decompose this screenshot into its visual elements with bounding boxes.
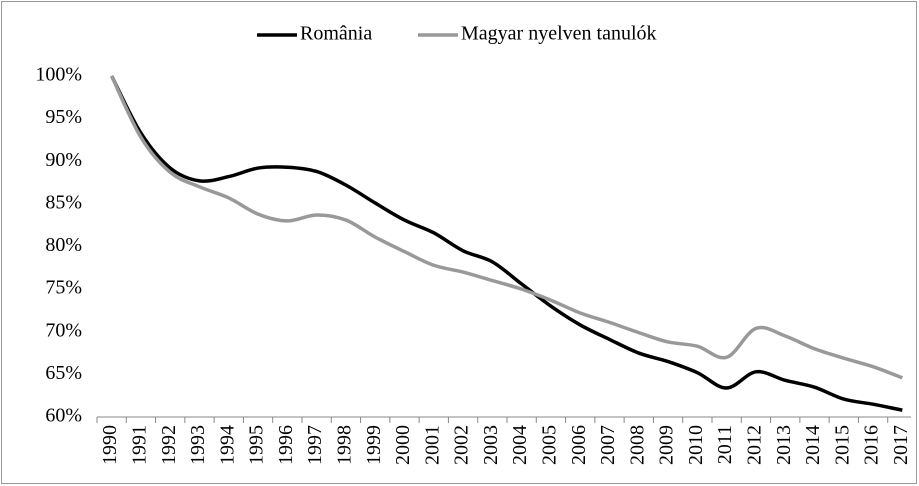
y-tick-label: 65% [45, 362, 82, 384]
x-tick-label: 1996 [275, 425, 297, 465]
x-tick-label: 1997 [304, 425, 326, 465]
x-tick-label: 2003 [480, 425, 502, 465]
y-tick-label: 60% [45, 405, 82, 427]
x-tick-label: 1993 [187, 425, 209, 465]
legend-label: Magyar nyelven tanulók [461, 23, 657, 45]
x-tick-label: 2011 [714, 425, 736, 464]
legend-label: România [300, 23, 372, 45]
x-tick-label: 2017 [890, 425, 912, 465]
x-tick-label: 2001 [421, 425, 443, 465]
x-tick-label: 1992 [158, 425, 180, 465]
y-tick-label: 80% [45, 234, 82, 256]
x-tick-label: 2015 [831, 425, 853, 465]
x-tick-label: 1994 [216, 425, 238, 465]
x-tick-label: 1991 [129, 425, 151, 465]
x-tick-label: 2007 [597, 425, 619, 465]
y-tick-label: 70% [45, 319, 82, 341]
x-tick-label: 1999 [363, 425, 385, 465]
x-tick-label: 2016 [861, 425, 883, 465]
x-tick-label: 1998 [334, 425, 356, 465]
y-tick-label: 85% [45, 191, 82, 213]
x-tick-label: 1990 [99, 425, 121, 465]
x-tick-label: 2004 [509, 425, 531, 465]
x-tick-label: 2000 [392, 425, 414, 465]
series-line [110, 75, 903, 380]
x-tick-label: 2010 [685, 425, 707, 465]
x-tick-label: 2005 [539, 425, 561, 465]
y-tick-label: 90% [45, 149, 82, 171]
y-tick-label: 100% [35, 64, 82, 86]
x-tick-label: 2006 [568, 425, 590, 465]
x-tick-label: 2002 [451, 425, 473, 465]
series-line [110, 75, 903, 412]
y-tick-label: 75% [45, 277, 82, 299]
x-tick-label: 2014 [802, 425, 824, 465]
y-tick-label: 95% [45, 106, 82, 128]
x-tick-label: 1995 [246, 425, 268, 465]
x-tick-label: 2009 [656, 425, 678, 465]
x-tick-label: 2008 [626, 425, 648, 465]
x-tick-label: 2013 [773, 425, 795, 465]
x-tick-label: 2012 [744, 425, 766, 465]
